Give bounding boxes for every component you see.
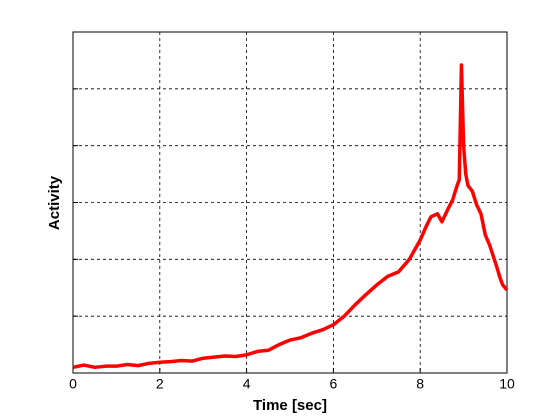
x-tick-label: 10 [499, 376, 515, 392]
x-tick-label: 0 [69, 376, 77, 392]
x-tick-label: 6 [330, 376, 338, 392]
x-tick-label: 2 [156, 376, 164, 392]
x-tick-label: 8 [416, 376, 424, 392]
x-axis-label: Time [sec] [253, 397, 327, 414]
y-axis-label: Activity [46, 175, 63, 230]
x-tick-label: 4 [243, 376, 251, 392]
data-line [72, 63, 509, 370]
